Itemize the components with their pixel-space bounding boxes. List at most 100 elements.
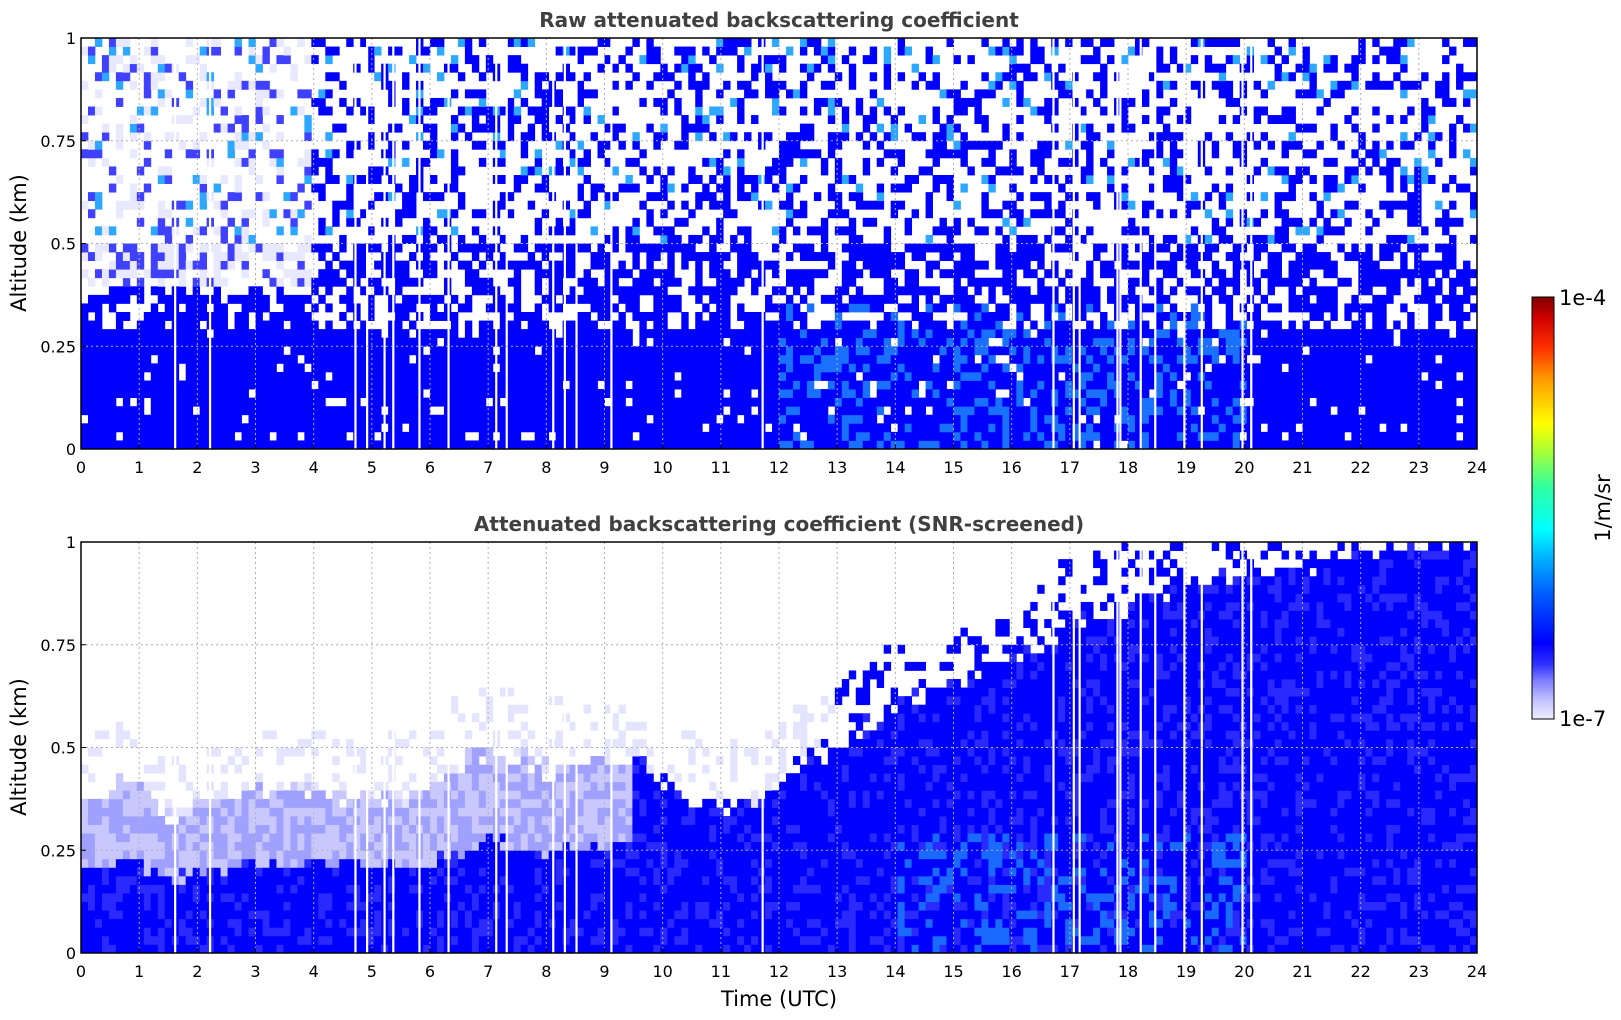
heat-cell	[94, 252, 103, 262]
heat-cell	[346, 371, 354, 381]
heat-cell	[681, 414, 689, 424]
heat-cell	[1128, 440, 1136, 449]
heat-cell	[925, 46, 933, 56]
heat-cell	[946, 346, 954, 356]
heat-cell	[695, 294, 703, 304]
heat-cell	[1072, 431, 1080, 441]
heat-cell	[988, 397, 996, 407]
heat-cell	[555, 226, 564, 236]
heat-cell	[290, 346, 298, 356]
heat-cell	[115, 354, 124, 364]
heat-cell	[960, 183, 968, 193]
heat-cell	[227, 371, 235, 381]
heat-cell	[946, 397, 954, 407]
heat-cell	[695, 337, 703, 347]
heat-cell	[1037, 363, 1045, 373]
heat-cell	[199, 354, 208, 364]
heat-cell	[597, 423, 605, 433]
heat-cell	[604, 286, 612, 296]
heat-cell	[569, 72, 577, 82]
heat-cell	[220, 200, 228, 210]
heat-cell	[667, 260, 675, 270]
heat-cell	[395, 123, 403, 133]
heat-cell	[213, 440, 221, 449]
heat-cell	[674, 63, 682, 73]
heat-cell	[290, 269, 298, 279]
heat-cell	[1169, 423, 1178, 433]
heat-cell	[1037, 406, 1045, 416]
heat-cell	[1100, 260, 1108, 270]
heat-cell	[332, 149, 340, 159]
heat-cell	[346, 217, 354, 227]
heat-cell	[1183, 354, 1192, 364]
heat-cell	[702, 329, 710, 339]
heat-cell	[1232, 260, 1241, 270]
heat-cell	[457, 200, 466, 210]
heat-cell	[695, 380, 703, 390]
heat-cell	[1093, 252, 1101, 262]
heat-cell	[520, 132, 529, 142]
heat-cell	[1093, 397, 1101, 407]
heat-cell	[1295, 269, 1303, 279]
heat-cell	[276, 252, 284, 262]
heat-cell	[730, 329, 738, 339]
heat-cell	[471, 209, 480, 219]
heat-cell	[772, 329, 780, 339]
heat-cell	[646, 38, 654, 47]
heat-cell	[904, 286, 913, 296]
heat-cell	[304, 346, 312, 356]
heat-cell	[841, 431, 850, 441]
heat-cell	[1302, 397, 1310, 407]
heat-cell	[1009, 46, 1017, 56]
heat-cell	[855, 294, 864, 304]
heat-cell	[527, 380, 536, 390]
heat-cell	[806, 354, 815, 364]
heat-cell	[297, 320, 305, 330]
heat-cell	[353, 397, 361, 407]
heat-cell	[737, 252, 745, 262]
heat-cell	[534, 423, 543, 433]
heat-cell	[513, 63, 522, 73]
heat-cell	[1086, 440, 1094, 449]
heat-cell	[1134, 354, 1143, 364]
heat-cell	[953, 277, 961, 287]
heat-cell	[967, 423, 975, 433]
heat-cell	[248, 149, 256, 159]
heat-cell	[925, 414, 933, 424]
heat-cell	[653, 423, 661, 433]
heat-cell	[1274, 406, 1282, 416]
heat-cell	[1218, 115, 1227, 125]
heat-cell	[848, 63, 857, 73]
heat-cell	[1309, 149, 1317, 159]
heat-cell	[178, 115, 187, 125]
heat-cell	[541, 89, 550, 99]
heat-cell	[262, 440, 270, 449]
heat-cell	[555, 406, 564, 416]
heat-cell	[220, 414, 228, 424]
heat-cell	[911, 312, 919, 321]
heat-cell	[339, 294, 347, 304]
heat-cell	[1016, 217, 1024, 227]
heat-cell	[248, 166, 256, 176]
heat-cell	[1072, 192, 1080, 202]
heat-cell	[660, 380, 668, 390]
heat-cell	[1058, 320, 1066, 330]
heat-cell	[562, 106, 570, 116]
heat-cell	[862, 337, 871, 347]
heat-cell	[325, 175, 333, 184]
heat-cell	[562, 243, 570, 253]
heat-cell	[1295, 294, 1303, 304]
heat-cell	[527, 329, 536, 339]
heat-cell	[423, 440, 431, 449]
heat-cell	[283, 440, 291, 449]
heat-cell	[1051, 97, 1059, 107]
heat-cell	[667, 363, 675, 373]
heat-cell	[129, 414, 138, 424]
heat-cell	[1065, 354, 1073, 364]
heat-cell	[136, 294, 145, 304]
heat-cell	[1267, 354, 1275, 364]
heat-cell	[513, 320, 522, 330]
heat-cell	[1134, 320, 1143, 330]
heat-cell	[1023, 440, 1031, 449]
heat-cell	[723, 440, 731, 449]
